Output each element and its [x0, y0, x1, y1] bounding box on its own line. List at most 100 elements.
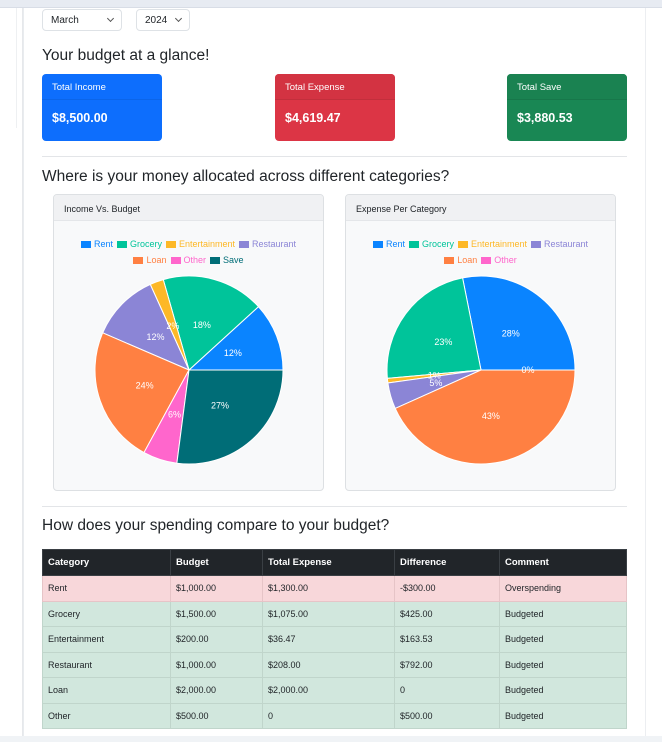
pie-percent-label: 12% — [224, 348, 242, 358]
legend-label: Entertainment — [470, 239, 528, 249]
comment-cell: Budgeted — [499, 651, 627, 678]
pie-slice-loan[interactable] — [394, 369, 576, 465]
card-label: Total Expense — [275, 74, 395, 100]
legend-item-restaurant[interactable]: Restaurant — [239, 237, 296, 252]
legend-item-entertainment[interactable]: Entertainment — [457, 237, 528, 252]
income-pie-chart[interactable]: 12%18%2%12%24%6%27% — [94, 275, 284, 465]
category-cell: Entertainment — [42, 626, 171, 653]
legend-swatch — [116, 241, 127, 248]
legend-swatch — [165, 241, 176, 248]
legend-item-grocery[interactable]: Grocery — [408, 237, 454, 252]
expense-pie-chart[interactable]: 28% 23% 1%5% 43% 0% — [386, 275, 576, 465]
legend-item-other[interactable]: Other — [170, 253, 207, 268]
compare-heading: How does your spending compare to your b… — [42, 517, 390, 534]
legend-swatch — [531, 241, 542, 248]
legend-label: Loan — [457, 255, 478, 265]
difference-cell: $500.00 — [394, 702, 500, 729]
budget-cell: $1,000.00 — [170, 651, 263, 678]
card-value: $8,500.00 — [52, 111, 108, 125]
legend-label: Grocery — [421, 239, 454, 249]
legend-label: Save — [223, 255, 244, 265]
table-row: Other $500.00 0 $500.00 Budgeted — [42, 702, 627, 729]
comment-cell: Budgeted — [499, 702, 627, 729]
legend-swatch — [372, 241, 383, 248]
category-cell: Other — [42, 702, 171, 729]
table-row: Grocery $1,500.00 $1,075.00 $425.00 Budgeted — [42, 600, 627, 627]
bottom-bar — [0, 736, 662, 742]
column-header: Difference — [394, 549, 500, 576]
pie-percent-label: 23% — [434, 337, 452, 347]
expense-per-category-panel: Expense Per Category Rent Grocery Entertai… — [345, 194, 616, 491]
column-header: Total Expense — [262, 549, 395, 576]
category-cell: Loan — [42, 677, 171, 704]
pie-slice-grocery[interactable] — [386, 277, 482, 379]
chevron-down-icon — [174, 14, 183, 23]
legend-swatch — [170, 257, 181, 264]
chart-legend: Rent Grocery Entertainment Restaurant Loan Ot… — [54, 237, 323, 269]
card-value: $3,880.53 — [517, 111, 573, 125]
pie-slice-save[interactable] — [176, 369, 284, 465]
card-label: Total Save — [507, 74, 627, 100]
pie-percent-label: 24% — [136, 380, 154, 390]
pie-slice-rent[interactable] — [187, 305, 284, 371]
expense-cell: $1,300.00 — [262, 575, 395, 602]
pie-percent-label: 6% — [168, 410, 181, 420]
total-save-card: Total Save $3,880.53 — [507, 74, 627, 141]
divider — [42, 156, 627, 157]
legend-item-loan[interactable]: Loan — [444, 253, 477, 268]
comment-cell: Budgeted — [499, 626, 627, 653]
legend-item-rent[interactable]: Rent — [372, 237, 405, 252]
legend-item-entertainment[interactable]: Entertainment — [165, 237, 235, 252]
pie-slice-restaurant[interactable] — [102, 283, 190, 371]
legend-item-save[interactable]: Save — [210, 253, 244, 268]
date-filters: March 2024 — [42, 9, 190, 31]
pie-slice-grocery[interactable] — [162, 275, 260, 371]
table-row: Loan $2,000.00 $2,000.00 0 Budgeted — [42, 677, 627, 704]
legend-item-loan[interactable]: Loan — [133, 253, 167, 268]
legend-swatch — [80, 241, 91, 248]
legend-label: Rent — [385, 239, 405, 249]
legend-item-other[interactable]: Other — [481, 253, 517, 268]
pie-percent-label: 5% — [429, 378, 442, 388]
budget-cell: $2,000.00 — [170, 677, 263, 704]
pie-percent-label: 2% — [166, 321, 179, 331]
budget-cell: $500.00 — [170, 702, 263, 729]
budget-cell: $1,500.00 — [170, 600, 263, 627]
pie-percent-label: 28% — [502, 329, 520, 339]
browser-top-bar — [0, 0, 662, 8]
pie-slice-rent[interactable] — [461, 275, 576, 371]
legend-item-restaurant[interactable]: Restaurant — [531, 237, 588, 252]
legend-label: Other — [183, 255, 207, 265]
expense-cell: $1,075.00 — [262, 600, 395, 627]
legend-item-grocery[interactable]: Grocery — [116, 237, 162, 252]
left-gutter — [0, 8, 23, 736]
comment-cell: Budgeted — [499, 600, 627, 627]
pie-slice-loan[interactable] — [94, 332, 190, 454]
month-select[interactable]: March — [42, 9, 122, 31]
pie-percent-label: 0% — [521, 365, 534, 375]
legend-item-rent[interactable]: Rent — [80, 237, 113, 252]
legend-label: Rent — [93, 239, 113, 249]
difference-cell: 0 — [394, 677, 500, 704]
legend-swatch — [444, 257, 455, 264]
table-row: Restaurant $1,000.00 $208.00 $792.00 Budgete… — [42, 651, 627, 678]
pie-percent-label: 18% — [193, 320, 211, 330]
table-row: Entertainment $200.00 $36.47 $163.53 Budgete… — [42, 626, 627, 653]
income-vs-budget-panel: Income Vs. Budget Rent Grocery Entertainme… — [53, 194, 324, 491]
panel-title: Income Vs. Budget — [54, 195, 323, 221]
legend-label: Restaurant — [544, 239, 589, 249]
table-row: Rent $1,000.00 $1,300.00 -$300.00 Overspendi… — [42, 575, 627, 602]
column-header: Comment — [499, 549, 627, 576]
pie-percent-label: 27% — [211, 400, 229, 410]
difference-cell: $425.00 — [394, 600, 500, 627]
year-select[interactable]: 2024 — [136, 9, 190, 31]
expense-cell: $36.47 — [262, 626, 395, 653]
legend-swatch — [481, 257, 492, 264]
month-value: March — [51, 14, 79, 26]
legend-swatch — [239, 241, 250, 248]
budget-comparison-table: Category Budget Total Expense Difference… — [42, 549, 627, 729]
total-income-card: Total Income $8,500.00 — [42, 74, 162, 141]
chart-legend: Rent Grocery Entertainment Restaurant Loan Ot… — [346, 237, 615, 269]
card-label: Total Income — [42, 74, 162, 100]
category-cell: Restaurant — [42, 651, 171, 678]
